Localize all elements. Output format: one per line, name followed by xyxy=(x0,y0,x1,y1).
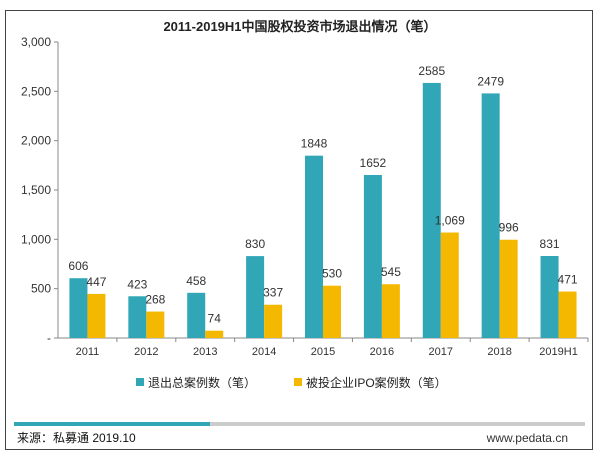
legend-label: 退出总案例数（笔） xyxy=(148,375,256,390)
bar-total xyxy=(422,82,441,339)
x-tick-label: 2017 xyxy=(429,346,453,358)
bar-total xyxy=(128,296,147,338)
data-label: 1,069 xyxy=(435,214,465,228)
bar-ipo xyxy=(323,285,341,338)
legend-swatch xyxy=(294,378,302,386)
website-text: www.pedata.cn xyxy=(486,431,568,445)
data-label: 458 xyxy=(186,274,206,288)
bar-total xyxy=(481,93,500,338)
data-label: 2479 xyxy=(477,74,504,88)
x-tick-label: 2015 xyxy=(311,346,335,358)
x-tick-label: 2019H1 xyxy=(539,346,578,358)
data-label: 996 xyxy=(499,221,519,235)
x-tick-label: 2014 xyxy=(252,346,276,358)
bar-ipo xyxy=(381,284,400,338)
data-label: 337 xyxy=(263,286,283,300)
data-label: 545 xyxy=(381,265,401,279)
source-text: 来源：私募通 2019.10 xyxy=(17,431,136,445)
bar-ipo xyxy=(440,232,459,338)
x-tick-label: 2016 xyxy=(370,346,394,358)
bar-ipo xyxy=(499,239,518,338)
bar-total xyxy=(363,175,382,338)
chart-title: 2011-2019H1中国股权投资市场退出情况（笔） xyxy=(163,19,436,34)
data-label: 1848 xyxy=(301,137,328,151)
data-label: 530 xyxy=(322,267,342,281)
data-label: 74 xyxy=(208,312,222,326)
legend-label: 被投企业IPO案例数（笔） xyxy=(306,375,447,390)
bar-ipo xyxy=(264,304,283,338)
bar-total xyxy=(540,256,559,338)
y-tick-label: 500 xyxy=(31,282,51,296)
bar-ipo xyxy=(558,291,577,338)
y-tick-label: - xyxy=(47,331,51,345)
chart-frame xyxy=(5,10,593,450)
bar-total xyxy=(305,155,323,338)
data-label: 447 xyxy=(86,275,106,289)
data-label: 606 xyxy=(68,259,88,273)
bar-total xyxy=(246,256,265,338)
y-tick-label: 1,500 xyxy=(21,183,51,197)
bar-ipo xyxy=(87,293,106,338)
data-label: 831 xyxy=(540,237,560,251)
bar-ipo xyxy=(205,330,224,338)
y-tick-label: 2,500 xyxy=(21,84,51,98)
y-tick-label: 3,000 xyxy=(21,35,51,49)
bar-total xyxy=(187,292,206,338)
y-tick-label: 2,000 xyxy=(21,134,51,148)
bar-ipo xyxy=(146,311,165,338)
data-label: 2585 xyxy=(418,64,445,78)
data-label: 471 xyxy=(558,273,578,287)
data-label: 830 xyxy=(245,237,265,251)
x-tick-label: 2012 xyxy=(134,346,158,358)
x-tick-label: 2013 xyxy=(193,346,217,358)
x-tick-label: 2011 xyxy=(76,346,100,358)
bar-total xyxy=(69,278,88,338)
x-tick-label: 2018 xyxy=(487,346,511,358)
data-label: 423 xyxy=(127,277,147,291)
y-tick-label: 1,000 xyxy=(21,232,51,246)
data-label: 268 xyxy=(145,293,165,307)
legend-swatch xyxy=(136,378,144,386)
data-label: 1652 xyxy=(360,156,387,170)
